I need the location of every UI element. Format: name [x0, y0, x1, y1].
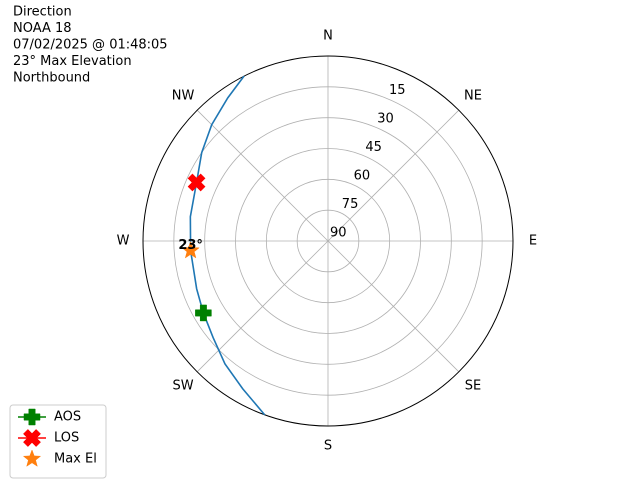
title-line: NOAA 18	[13, 21, 72, 36]
theta-tick-label: N	[323, 29, 333, 44]
point-marker	[187, 173, 206, 192]
r-tick-label: 45	[365, 140, 382, 155]
r-tick-label: 30	[377, 112, 394, 127]
r-tick-label: 75	[342, 197, 359, 212]
legend-label: Max El	[54, 452, 97, 467]
grid-spoke	[327, 240, 460, 373]
annotation: 23°	[178, 238, 203, 253]
polar-frame	[142, 55, 514, 427]
r-tick-label: 15	[389, 83, 406, 98]
point-marker	[181, 240, 200, 259]
title-line: Direction	[13, 5, 72, 20]
legend-label: AOS	[54, 410, 81, 425]
theta-tick-label: NE	[464, 89, 482, 104]
title-line: 23° Max Elevation	[13, 54, 132, 69]
grid-spoke	[196, 109, 329, 242]
theta-tick-label: SE	[465, 378, 481, 393]
theta-tick-label: S	[324, 439, 332, 454]
title-line: 07/02/2025 @ 01:48:05	[13, 38, 168, 53]
legend-marker	[23, 429, 41, 447]
theta-tick-label: SW	[172, 378, 193, 393]
title-line: Northbound	[13, 71, 90, 86]
theta-tick-label: NW	[172, 89, 195, 104]
legend-marker	[22, 449, 42, 467]
theta-tick-label: E	[529, 234, 537, 249]
legend-label: LOS	[54, 431, 79, 446]
r-tick-label: 60	[354, 169, 371, 184]
point-marker	[195, 304, 212, 322]
theta-tick-label: W	[117, 234, 130, 249]
r-tick-label: 90	[330, 226, 347, 241]
legend-marker	[23, 408, 41, 426]
grid-spoke	[327, 109, 460, 242]
